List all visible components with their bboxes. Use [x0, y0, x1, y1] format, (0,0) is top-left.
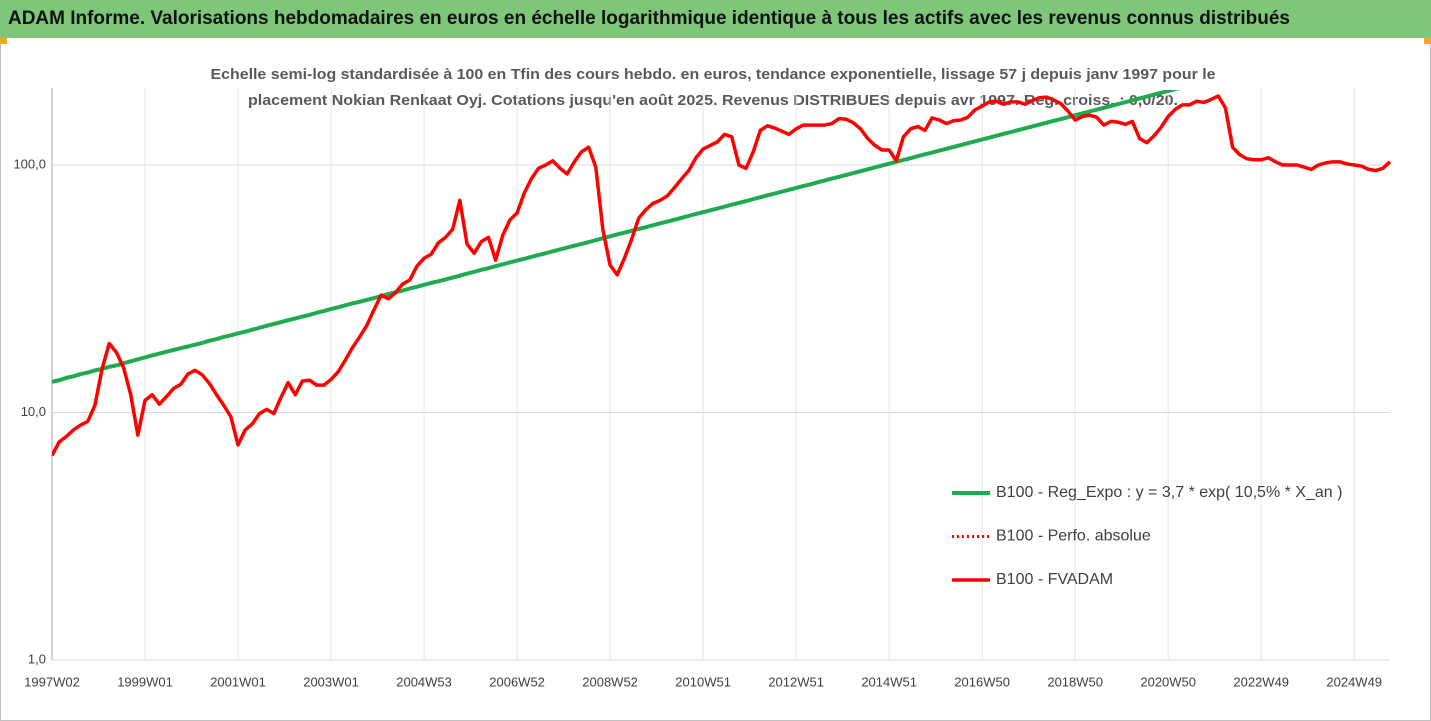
y-tick-label: 1,0 — [28, 651, 46, 666]
x-tick-label: 2014W51 — [861, 674, 917, 689]
chart-subtitle: placement Nokian Renkaat Oyj. Cotations … — [248, 92, 1178, 109]
legend-label: B100 - Perfo. absolue — [996, 528, 1151, 545]
x-tick-label: 2008W52 — [582, 674, 638, 689]
y-tick-label: 10,0 — [21, 404, 46, 419]
x-tick-label: 2003W01 — [303, 674, 359, 689]
series-line — [52, 94, 1392, 457]
legend-label: B100 - Reg_Expo : y = 3,7 * exp( 10,5% *… — [996, 484, 1342, 501]
x-tick-label: 2006W52 — [489, 674, 545, 689]
x-tick-label: 2004W53 — [396, 674, 452, 689]
x-tick-label: 2010W51 — [675, 674, 731, 689]
legend: B100 - Reg_Expo : y = 3,7 * exp( 10,5% *… — [952, 484, 1342, 588]
x-tick-label: 2016W50 — [954, 674, 1010, 689]
corner-mark — [0, 38, 7, 44]
x-tick-label: 1997W02 — [24, 674, 80, 689]
x-tick-label: 2024W49 — [1326, 674, 1382, 689]
x-tick-label: 1999W01 — [117, 674, 173, 689]
corner-mark — [1424, 38, 1431, 44]
legend-label: B100 - FVADAM — [996, 571, 1113, 588]
chart-title: ADAM Informe. Valorisations hebdomadaire… — [8, 8, 1290, 29]
chart-subtitle: Echelle semi-log standardisée à 100 en T… — [211, 66, 1216, 83]
x-tick-label: 2018W50 — [1047, 674, 1103, 689]
header-band — [0, 0, 1431, 38]
x-tick-label: 2012W51 — [768, 674, 824, 689]
y-tick-label: 100,0 — [13, 156, 46, 171]
x-tick-label: 2001W01 — [210, 674, 266, 689]
plot — [52, 90, 1392, 457]
series-line — [52, 90, 1180, 384]
x-tick-label: 2020W50 — [1140, 674, 1196, 689]
x-tick-label: 2022W49 — [1233, 674, 1289, 689]
